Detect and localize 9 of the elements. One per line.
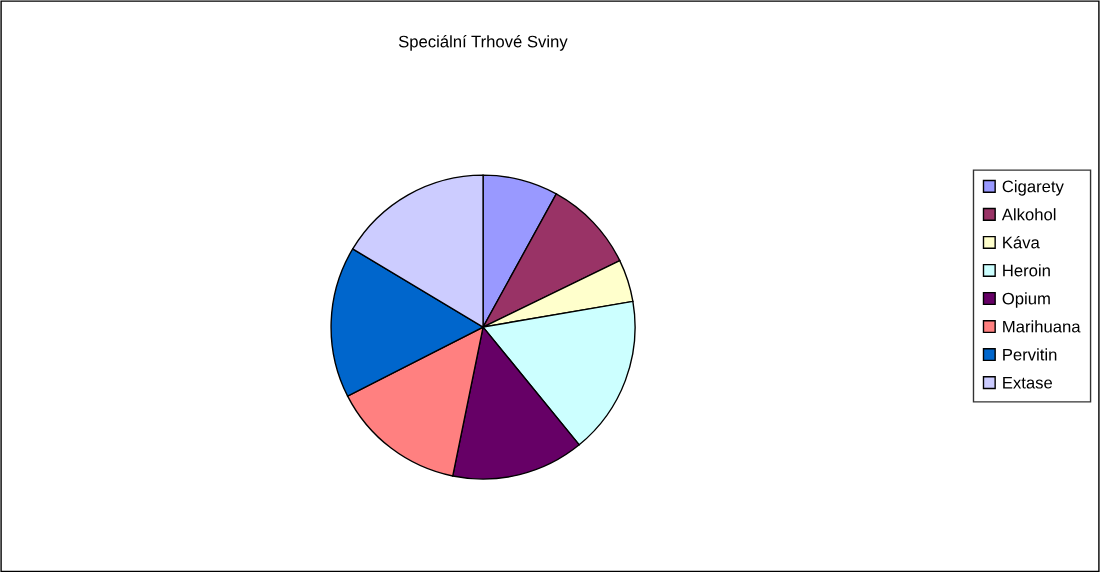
legend-label: Pervitin: [1003, 348, 1057, 361]
legend-label: Opium: [1002, 292, 1050, 308]
legend-label: Cigarety: [1002, 180, 1064, 196]
chart-title: Speciální Trhové Sviny: [398, 35, 568, 51]
legend-label: Extase: [1003, 376, 1053, 389]
legend-label: Káva: [1003, 235, 1040, 249]
legend-label: Marihuana: [1003, 320, 1081, 333]
legend-label: Heroin: [1003, 264, 1050, 277]
legend-label: Alkohol: [1001, 208, 1056, 221]
